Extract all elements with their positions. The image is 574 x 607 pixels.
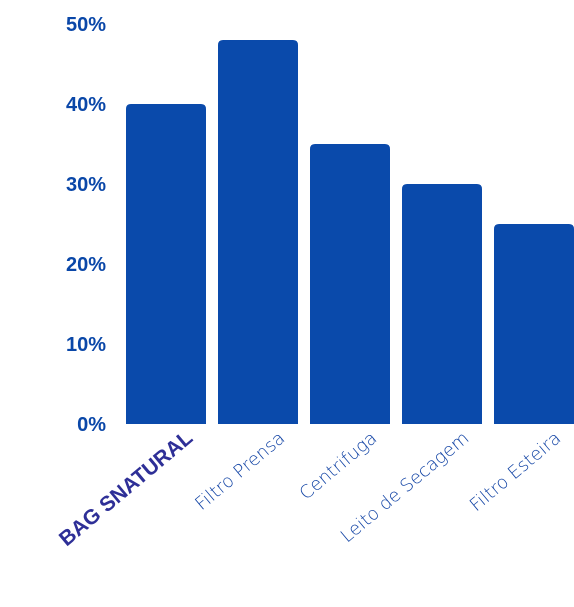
bar (126, 104, 206, 424)
x-tick-label: Filtro Prensa (191, 428, 289, 515)
y-tick-label: 40% (66, 94, 106, 116)
x-tick-label: Filtro Esteira (466, 428, 565, 516)
bar (494, 224, 574, 424)
x-tick-label: Centrifuga (296, 428, 382, 505)
bars (126, 40, 574, 424)
y-tick-label: 20% (66, 254, 106, 276)
x-tick-label: BAG SNATURAL (55, 426, 197, 551)
bar (218, 40, 298, 424)
y-tick-label: 10% (66, 334, 106, 356)
y-axis: 0% 10% 20% 30% 40% 50% (66, 14, 106, 436)
y-tick-label: 50% (66, 14, 106, 36)
bar (402, 184, 482, 424)
bar (310, 144, 390, 424)
y-tick-label: 30% (66, 174, 106, 196)
y-tick-label: 0% (77, 414, 106, 436)
